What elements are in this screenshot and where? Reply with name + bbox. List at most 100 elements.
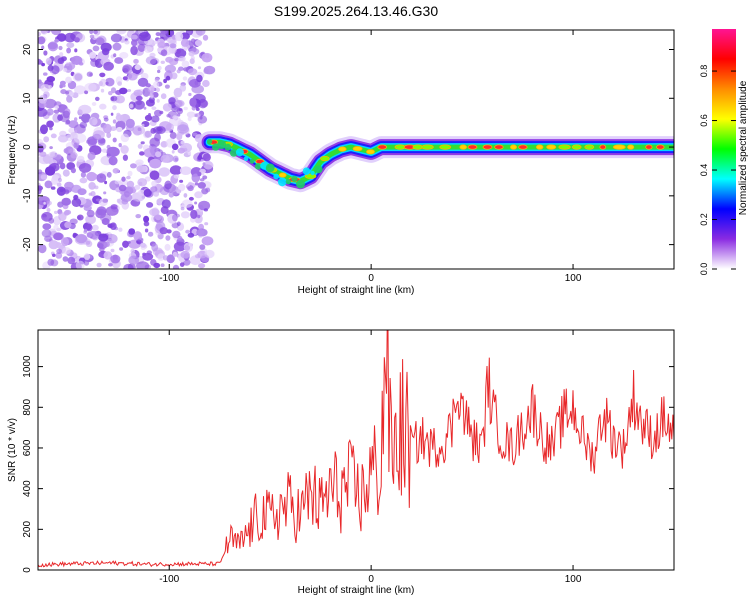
noise-blob: [43, 136, 50, 143]
colorbar-tick-label: 0.2: [699, 213, 709, 226]
noise-blob: [44, 180, 53, 189]
ridge-blob: [314, 165, 323, 174]
snr-x-tick-label: -100: [159, 574, 179, 585]
noise-blob: [53, 109, 60, 114]
noise-blob: [155, 214, 162, 221]
noise-blob: [98, 233, 109, 242]
noise-blob: [127, 72, 138, 81]
noise-blob: [42, 223, 52, 230]
ridge-blob: [224, 143, 232, 151]
noise-blob: [187, 185, 194, 192]
ridge-blob: [291, 175, 298, 183]
noise-blob: [195, 39, 202, 47]
noise-blob: [62, 256, 69, 262]
noise-blob: [124, 40, 130, 45]
noise-blob: [151, 106, 157, 110]
noise-blob: [178, 55, 186, 62]
noise-blob: [86, 209, 95, 218]
noise-blob: [164, 84, 170, 89]
noise-blob: [62, 67, 68, 73]
noise-blob: [144, 130, 152, 138]
ridge-core: [467, 144, 478, 150]
ridge-core: [320, 156, 330, 162]
noise-blob: [153, 40, 158, 44]
colorbar-tick-label: 0.6: [699, 114, 709, 127]
noise-blob: [195, 30, 206, 36]
snr-y-axis-label: SNR (10 * v/v): [7, 418, 18, 482]
snr-x-axis-label: Height of straight line (km): [298, 585, 415, 596]
noise-blob: [140, 242, 146, 248]
noise-blob: [77, 155, 85, 163]
noise-blob: [106, 146, 120, 157]
noise-blob: [38, 154, 52, 165]
noise-blob: [127, 170, 133, 177]
noise-blob: [130, 45, 138, 56]
noise-blob: [70, 167, 76, 174]
noise-blob: [75, 233, 88, 244]
noise-blob: [100, 250, 105, 255]
noise-blob: [149, 170, 160, 180]
noise-blob: [89, 51, 97, 59]
noise-blob: [173, 241, 186, 252]
noise-blob: [123, 263, 134, 269]
noise-blob: [101, 148, 108, 153]
noise-blob: [47, 111, 51, 116]
noise-blob: [143, 188, 152, 197]
noise-blob: [199, 244, 206, 250]
noise-blob: [57, 134, 69, 143]
noise-blob: [135, 214, 141, 219]
noise-blob: [184, 245, 191, 251]
snr-y-tick-label: 0: [22, 567, 33, 573]
noise-blob: [105, 81, 109, 86]
noise-blob: [53, 232, 64, 241]
noise-blob: [118, 184, 127, 192]
noise-blob: [96, 173, 107, 183]
noise-blob: [189, 97, 197, 107]
snr-y-tick-label: 400: [22, 480, 33, 497]
noise-blob: [169, 165, 182, 176]
noise-blob: [188, 92, 192, 97]
ridge-blob: [265, 163, 275, 173]
ridge-core: [584, 144, 595, 150]
noise-blob: [174, 157, 179, 162]
ridge-core: [338, 146, 347, 152]
noise-blob: [92, 45, 100, 52]
noise-blob: [159, 227, 168, 235]
noise-blob: [98, 81, 104, 87]
noise-blob: [171, 143, 179, 151]
noise-blob: [172, 214, 178, 222]
noise-blob: [60, 89, 67, 95]
noise-blob: [130, 163, 137, 169]
noise-blob: [186, 111, 196, 118]
noise-blob: [54, 39, 59, 43]
noise-blob: [84, 90, 89, 95]
noise-blob: [92, 130, 105, 140]
noise-blob: [174, 57, 179, 62]
noise-blob: [104, 180, 108, 185]
noise-blob: [103, 61, 114, 71]
noise-blob: [79, 177, 88, 184]
noise-blob: [86, 224, 93, 232]
noise-blob: [148, 96, 155, 104]
noise-blob: [191, 106, 196, 111]
noise-blob: [151, 243, 159, 252]
noise-blob: [114, 180, 121, 185]
ridge-blob: [254, 163, 262, 170]
noise-blob: [153, 81, 159, 89]
noise-blob: [91, 231, 99, 241]
noise-blob: [108, 156, 118, 166]
noise-blob: [135, 95, 143, 101]
noise-blob: [176, 133, 183, 140]
noise-blob: [85, 240, 91, 245]
noise-blob: [129, 103, 134, 109]
noise-blob: [120, 193, 133, 202]
snr-x-tick-label: 0: [368, 574, 374, 585]
spectrogram-y-tick-label: -10: [22, 188, 33, 203]
noise-blob: [38, 244, 47, 254]
noise-blob: [54, 210, 58, 214]
noise-blob: [88, 117, 98, 126]
figure-title: S199.2025.264.13.46.G30: [274, 3, 438, 19]
noise-blob: [153, 262, 161, 269]
noise-blob: [108, 91, 113, 96]
